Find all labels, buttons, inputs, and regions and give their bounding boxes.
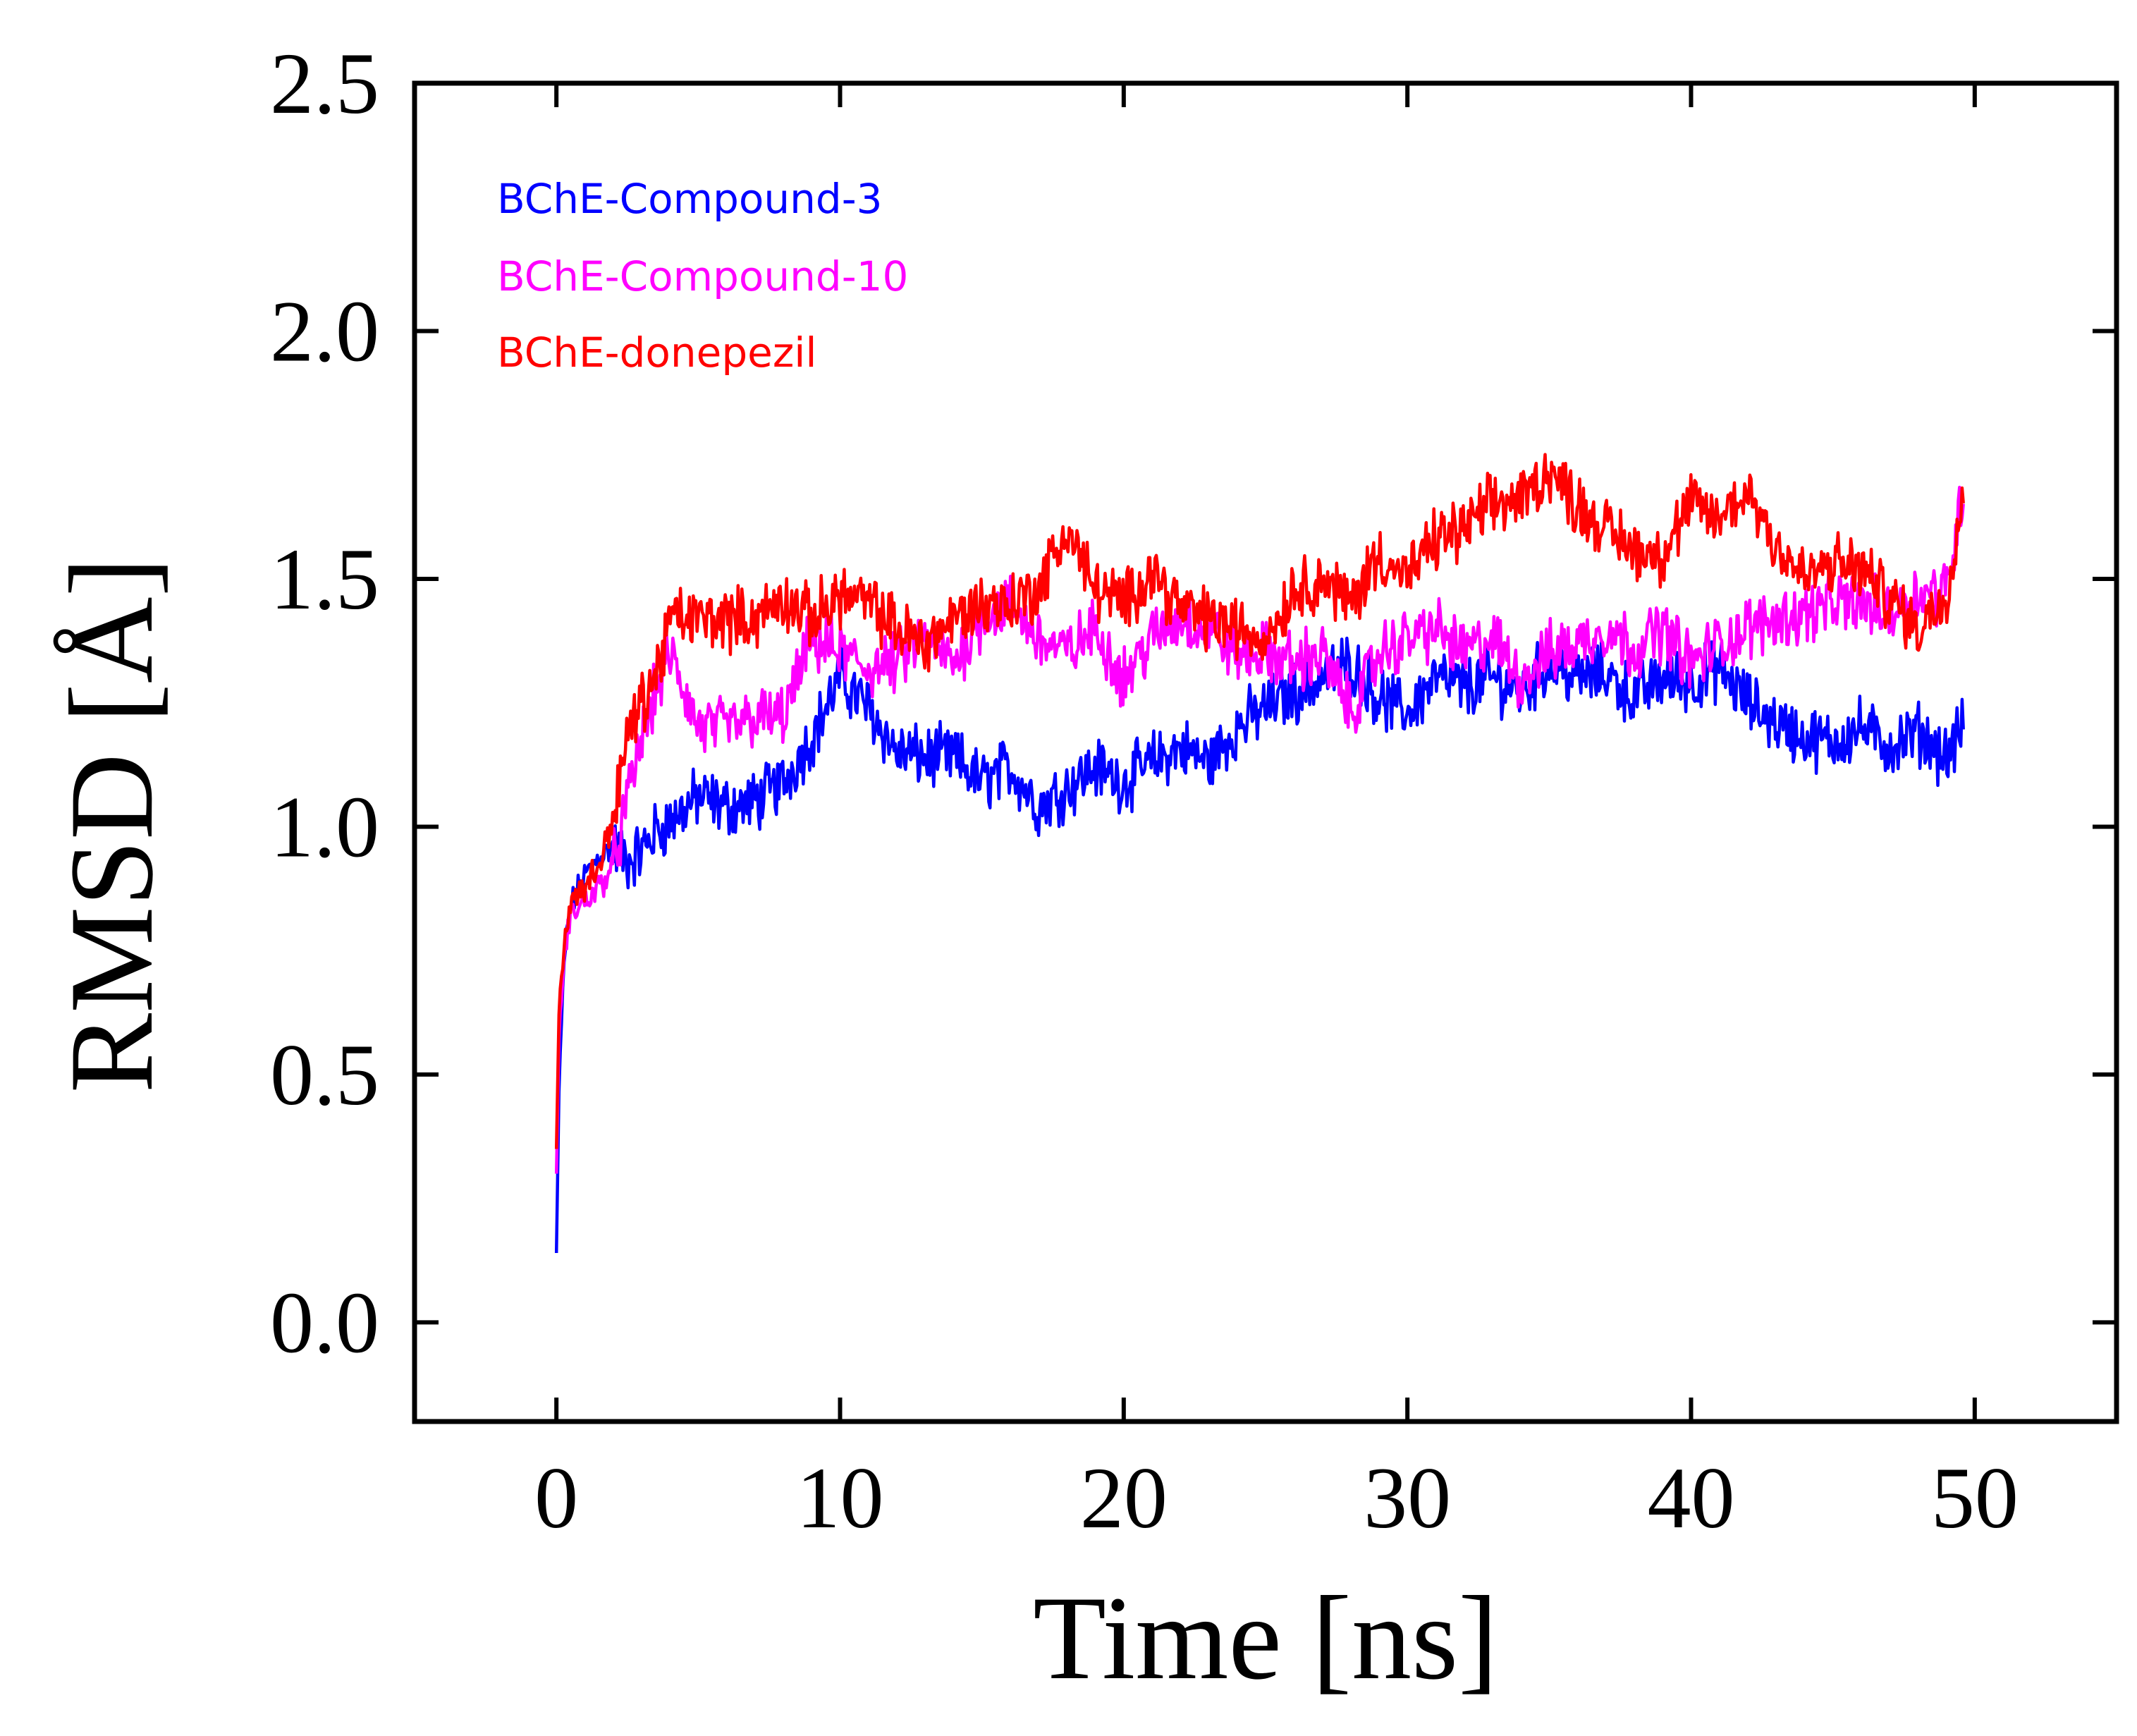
legend-entry-compound-3: BChE-Compound-3 bbox=[497, 175, 883, 223]
x-tick-label: 20 bbox=[1080, 1450, 1168, 1546]
axis-ticks bbox=[415, 83, 2117, 1422]
legend-entry-donepezil: BChE-donepezil bbox=[497, 329, 817, 377]
y-tick-label: 2.0 bbox=[270, 283, 379, 379]
series-lines bbox=[554, 453, 1965, 1254]
x-tick-label: 50 bbox=[1931, 1450, 2019, 1546]
plot-frame bbox=[412, 80, 2119, 1424]
series-line-compound-10 bbox=[554, 485, 1965, 1174]
y-tick-label: 1.5 bbox=[270, 531, 379, 628]
x-tick-label: 40 bbox=[1648, 1450, 1735, 1546]
y-tick-label: 0.0 bbox=[270, 1274, 379, 1371]
x-axis-title: Time [ns] bbox=[1033, 1572, 1498, 1704]
y-tick-label: 0.5 bbox=[270, 1027, 379, 1123]
legend-entry-compound-10: BChE-Compound-10 bbox=[497, 252, 908, 300]
series-line-compound-3 bbox=[554, 636, 1965, 1254]
y-tick-label: 1.0 bbox=[270, 778, 379, 875]
legend: BChE-Compound-3 BChE-Compound-10 BChE-do… bbox=[497, 175, 908, 377]
x-tick-label: 10 bbox=[797, 1450, 884, 1546]
y-axis-title: RMSD [Å] bbox=[45, 557, 178, 1093]
x-tick-label: 30 bbox=[1364, 1450, 1451, 1546]
y-tick-label: 2.5 bbox=[270, 35, 379, 132]
x-tick-label: 0 bbox=[534, 1450, 578, 1546]
axis-tick-labels: 0 10 20 30 40 50 0.0 0.5 1.0 1.5 2.0 2.5 bbox=[270, 35, 2019, 1546]
series-line-donepezil bbox=[554, 453, 1965, 1149]
